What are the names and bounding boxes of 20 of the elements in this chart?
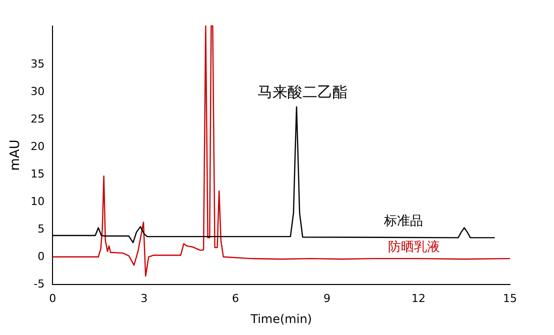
x-axis-title: Time(min)	[250, 312, 312, 326]
y-tick-label: 30	[30, 84, 45, 98]
x-tick-label: 6	[232, 292, 240, 305]
y-tick-label: 35	[30, 57, 45, 70]
y-axis-title: mAU	[8, 140, 24, 171]
y-tick-label: 25	[30, 112, 45, 126]
y-tick-label: 15	[30, 167, 45, 180]
y-tick-label: -5	[34, 277, 45, 290]
x-tick-label: 15	[503, 292, 517, 305]
x-tick-label: 0	[49, 292, 56, 305]
x-tick-label: 9	[324, 292, 331, 305]
x-tick-label: 12	[412, 292, 426, 305]
y-tick-label: 10	[30, 194, 45, 208]
x-tick-label: 3	[140, 292, 148, 305]
y-tick-label: 0	[38, 250, 45, 263]
annotation: 马来酸二乙酯	[258, 83, 348, 102]
y-tick-label: 20	[30, 140, 45, 153]
y-tick-label: 5	[38, 222, 45, 236]
series-label: 标准品	[382, 214, 423, 230]
series-label: 防晒乳液	[388, 240, 440, 256]
